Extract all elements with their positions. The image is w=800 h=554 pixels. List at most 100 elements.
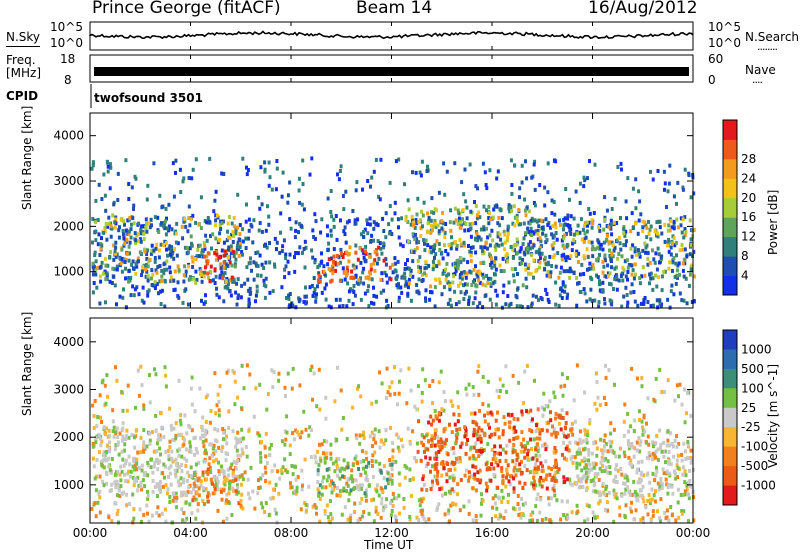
range-cell	[488, 233, 492, 238]
range-cell	[104, 401, 108, 406]
range-cell	[409, 222, 413, 227]
range-cell	[392, 496, 396, 501]
range-cell	[655, 284, 659, 289]
range-cell	[205, 261, 209, 266]
range-cell	[413, 404, 417, 409]
range-cell	[162, 435, 166, 439]
range-cell	[535, 497, 539, 501]
range-cell	[425, 463, 428, 468]
range-cell	[430, 464, 434, 469]
freq-trace	[94, 67, 689, 76]
range-cell	[361, 270, 365, 275]
range-cell	[463, 425, 467, 430]
range-cell	[555, 479, 559, 484]
range-cell	[226, 221, 230, 226]
range-cell	[667, 223, 671, 228]
range-cell	[323, 286, 327, 291]
range-cell	[159, 410, 163, 415]
range-cell	[495, 293, 499, 298]
range-cell	[347, 298, 351, 303]
range-cell	[157, 433, 161, 438]
range-cell	[391, 460, 395, 465]
range-cell	[668, 163, 672, 168]
range-cell	[532, 486, 536, 491]
range-cell	[99, 415, 102, 420]
range-cell	[627, 446, 631, 451]
range-cell	[436, 469, 440, 474]
range-cell	[570, 248, 574, 253]
range-cell	[91, 444, 95, 449]
range-cell	[648, 453, 652, 458]
range-cell	[468, 222, 472, 227]
range-cell	[369, 263, 373, 267]
range-cell	[335, 493, 339, 498]
range-cell	[449, 208, 453, 213]
range-cell	[395, 274, 399, 279]
range-cell	[660, 486, 664, 491]
range-cell	[607, 225, 611, 230]
range-cell	[335, 463, 339, 468]
range-cell	[213, 281, 217, 285]
range-cell	[437, 449, 441, 454]
range-cell	[243, 470, 247, 475]
range-cell	[139, 364, 143, 369]
range-cell	[326, 233, 330, 238]
range-cell	[499, 451, 502, 456]
range-cell	[603, 274, 607, 279]
range-cell	[539, 218, 543, 223]
range-cell	[256, 195, 260, 200]
range-cell	[671, 268, 674, 273]
range-cell	[625, 216, 629, 221]
range-cell	[677, 394, 680, 399]
range-cell	[478, 280, 482, 285]
range-cell	[587, 458, 590, 463]
range-cell	[234, 231, 238, 236]
range-cell	[274, 511, 278, 516]
range-cell	[297, 230, 300, 235]
range-cell	[520, 412, 524, 417]
range-cell	[93, 476, 97, 481]
range-cell	[448, 220, 452, 225]
range-cell	[436, 223, 440, 228]
range-cell	[184, 224, 188, 229]
range-cell	[613, 382, 616, 387]
range-cell	[382, 241, 386, 246]
range-cell	[465, 392, 469, 397]
range-cell	[580, 468, 584, 473]
range-cell	[602, 227, 606, 232]
range-cell	[456, 208, 460, 213]
range-cell	[532, 437, 536, 442]
range-cell	[199, 272, 203, 277]
range-cell	[424, 296, 427, 301]
range-cell	[663, 390, 666, 394]
range-cell	[528, 221, 532, 226]
range-cell	[515, 213, 519, 218]
range-cell	[520, 409, 524, 414]
range-cell	[501, 447, 505, 452]
range-cell	[496, 410, 499, 415]
range-cell	[201, 473, 205, 478]
range-cell	[206, 251, 210, 256]
range-cell	[453, 467, 457, 472]
range-cell	[440, 486, 444, 491]
range-cell	[469, 445, 473, 450]
range-cell	[163, 239, 167, 244]
range-cell	[613, 266, 617, 271]
range-cell	[562, 440, 565, 445]
range-cell	[575, 481, 579, 485]
range-cell	[396, 402, 399, 407]
range-cell	[359, 486, 363, 491]
range-cell	[446, 301, 450, 306]
range-cell	[120, 247, 124, 252]
range-cell	[645, 440, 648, 445]
range-cell	[223, 482, 227, 487]
range-cell	[544, 459, 548, 464]
range-cell	[564, 187, 568, 191]
range-cell	[194, 478, 198, 483]
range-cell	[667, 181, 671, 186]
range-cell	[136, 450, 140, 455]
range-cell	[640, 384, 644, 389]
range-cell	[388, 462, 392, 467]
range-cell	[522, 236, 526, 241]
range-cell	[456, 419, 460, 424]
